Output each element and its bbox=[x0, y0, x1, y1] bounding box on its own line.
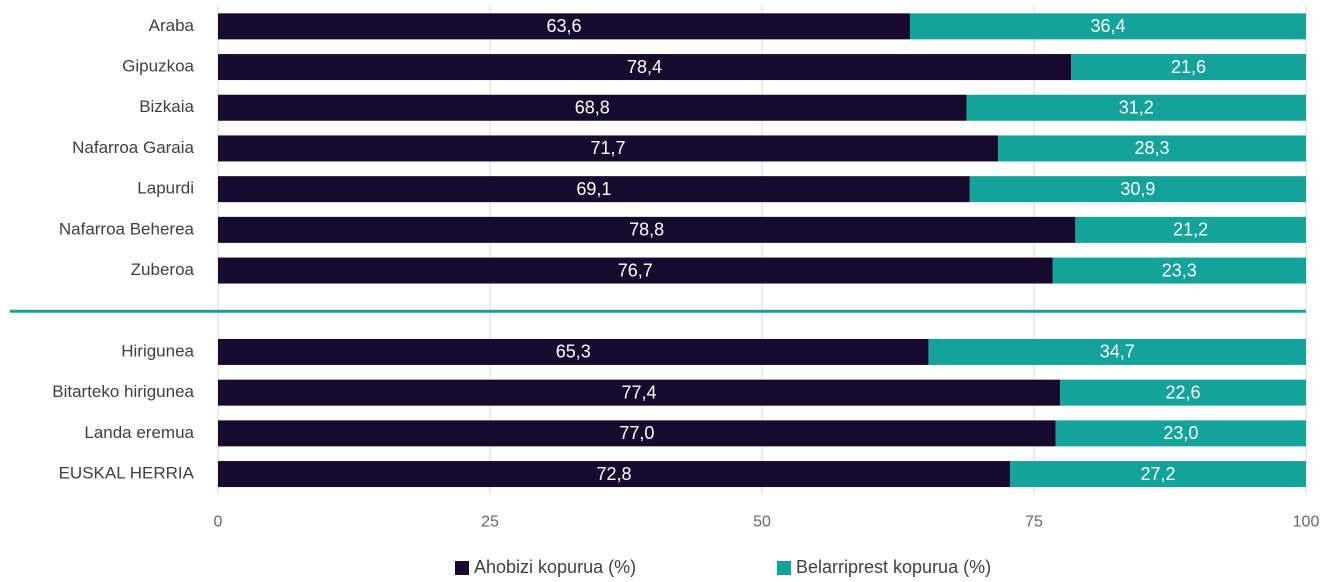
value-label: 77,4 bbox=[622, 382, 657, 402]
bar bbox=[1075, 216, 1306, 243]
y-tick-label: Gipuzkoa bbox=[122, 57, 194, 76]
x-tick-label: 100 bbox=[1293, 514, 1320, 531]
bar bbox=[969, 176, 1306, 203]
value-label: 23,3 bbox=[1162, 260, 1197, 280]
value-label: 34,7 bbox=[1100, 342, 1135, 362]
value-label: 78,8 bbox=[629, 220, 664, 240]
value-label: 31,2 bbox=[1119, 98, 1154, 118]
bar bbox=[218, 461, 1011, 488]
bar bbox=[1070, 54, 1306, 81]
bar bbox=[998, 135, 1306, 162]
value-label: 72,8 bbox=[597, 464, 632, 484]
bar bbox=[218, 13, 910, 40]
legend-swatch bbox=[455, 561, 469, 575]
value-label: 23,0 bbox=[1163, 423, 1198, 443]
y-tick-label: EUSKAL HERRIA bbox=[59, 464, 195, 483]
bar bbox=[218, 420, 1056, 447]
y-tick-label: Bitarteko hirigunea bbox=[52, 382, 194, 401]
value-label: 68,8 bbox=[575, 98, 610, 118]
legend-swatch bbox=[777, 561, 791, 575]
value-label: 36,4 bbox=[1090, 16, 1125, 36]
bar bbox=[1060, 379, 1306, 406]
value-label: 78,4 bbox=[627, 57, 662, 77]
value-label: 65,3 bbox=[556, 342, 591, 362]
x-tick-label: 50 bbox=[753, 514, 771, 531]
y-tick-label: Lapurdi bbox=[137, 179, 194, 198]
bar bbox=[218, 338, 929, 365]
y-tick-label: Landa eremua bbox=[84, 423, 194, 442]
y-tick-label: Araba bbox=[149, 16, 195, 35]
bar bbox=[1010, 461, 1306, 488]
x-tick-label: 75 bbox=[1025, 514, 1043, 531]
value-label: 71,7 bbox=[591, 138, 626, 158]
value-label: 69,1 bbox=[576, 179, 611, 199]
y-tick-label: Nafarroa Beherea bbox=[59, 219, 195, 238]
bar bbox=[1052, 257, 1306, 284]
legend-label: Ahobizi kopurua (%) bbox=[474, 557, 636, 577]
value-label: 63,6 bbox=[546, 16, 581, 36]
bar bbox=[966, 94, 1306, 121]
bar bbox=[218, 379, 1061, 406]
bar bbox=[1055, 420, 1306, 447]
y-tick-label: Hirigunea bbox=[121, 341, 194, 360]
bar bbox=[909, 13, 1306, 40]
value-label: 30,9 bbox=[1120, 179, 1155, 199]
bar bbox=[218, 54, 1071, 81]
bar bbox=[218, 135, 999, 162]
value-label: 21,6 bbox=[1171, 57, 1206, 77]
value-label: 21,2 bbox=[1173, 220, 1208, 240]
bar bbox=[218, 176, 970, 203]
value-label: 77,0 bbox=[619, 423, 654, 443]
legend-label: Belarriprest kopurua (%) bbox=[796, 557, 991, 577]
value-label: 27,2 bbox=[1141, 464, 1176, 484]
bar bbox=[928, 338, 1306, 365]
value-label: 22,6 bbox=[1166, 382, 1201, 402]
y-tick-label: Bizkaia bbox=[139, 97, 194, 116]
value-label: 76,7 bbox=[618, 260, 653, 280]
x-tick-label: 25 bbox=[481, 514, 499, 531]
bar bbox=[218, 94, 967, 121]
y-tick-label: Zuberoa bbox=[131, 260, 195, 279]
bar bbox=[218, 216, 1076, 243]
value-label: 28,3 bbox=[1135, 138, 1170, 158]
y-tick-label: Nafarroa Garaia bbox=[72, 138, 194, 157]
bar bbox=[218, 257, 1053, 284]
x-tick-label: 0 bbox=[214, 514, 223, 531]
